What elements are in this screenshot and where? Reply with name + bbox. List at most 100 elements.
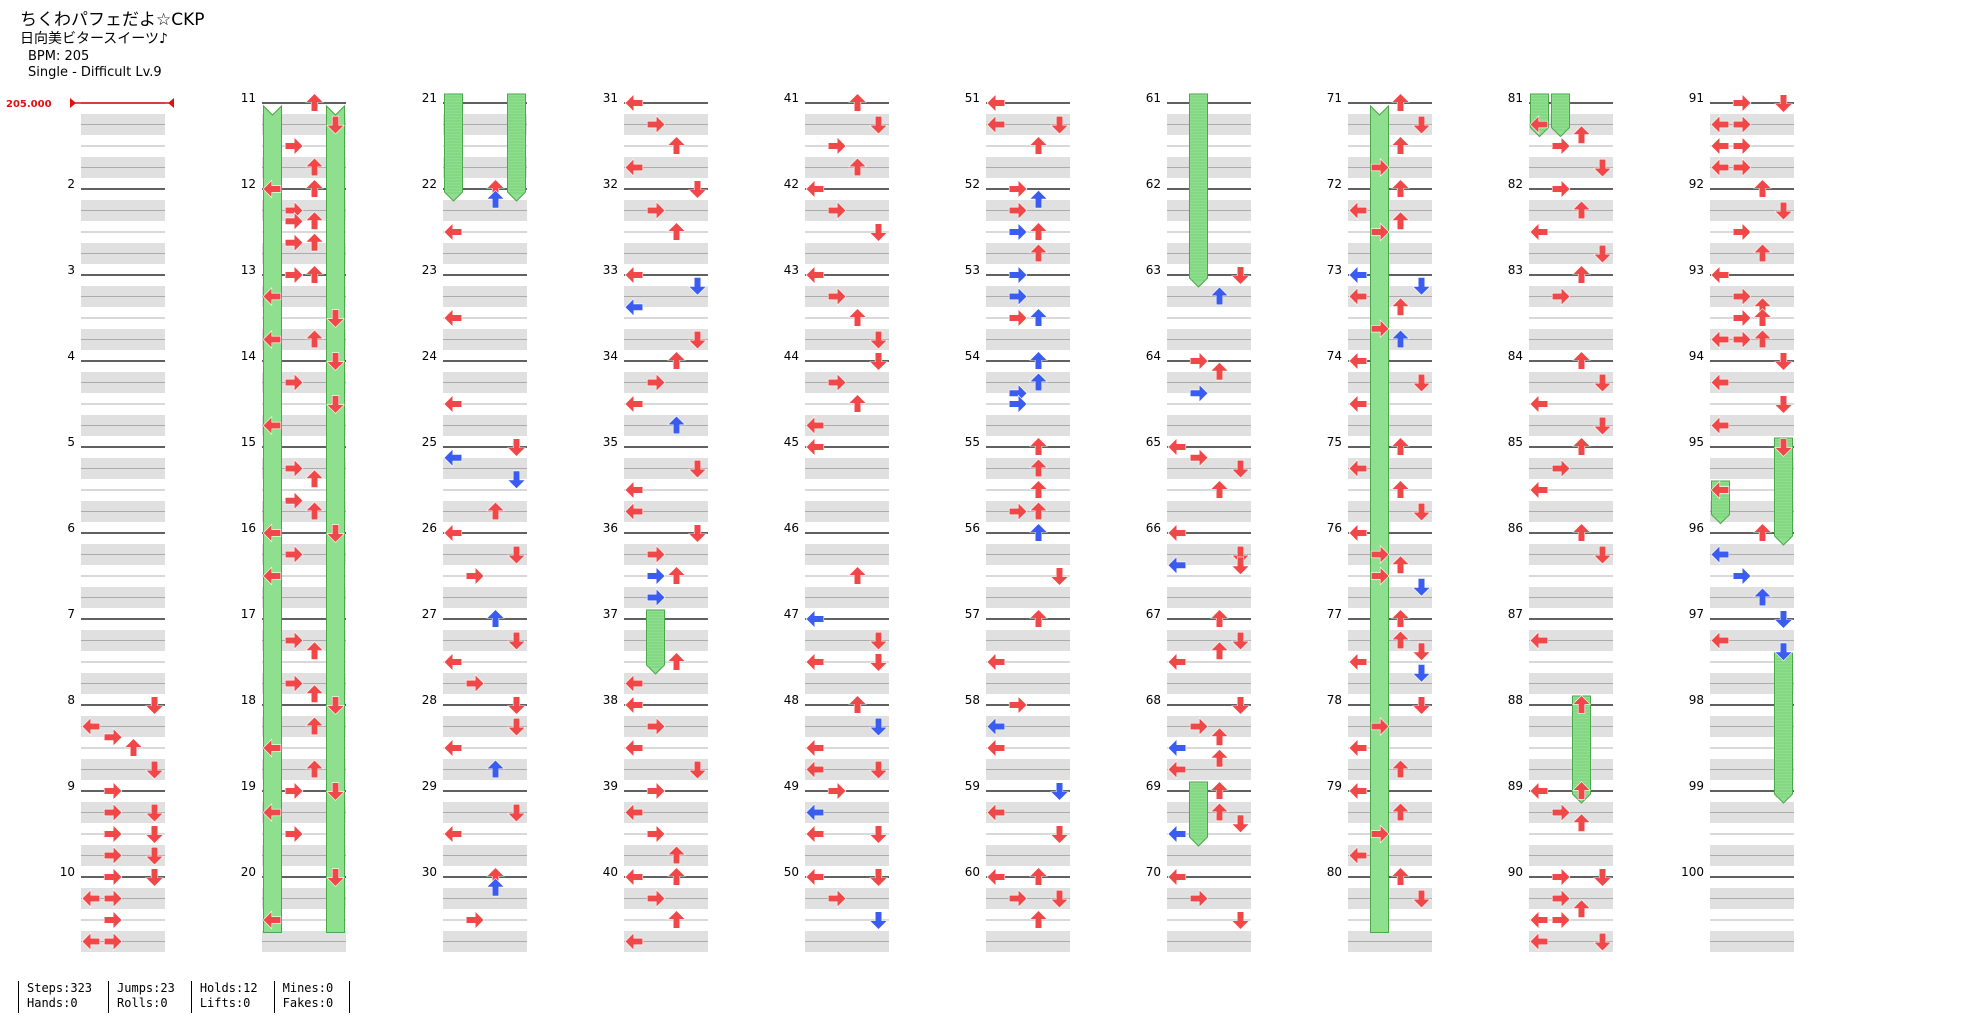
measure-number: 47	[784, 607, 799, 621]
arrow-right-icon	[1774, 352, 1793, 371]
measure-block: 53	[965, 263, 1070, 350]
arrow-left-icon	[1710, 136, 1730, 156]
arrow-down-icon	[1370, 158, 1390, 177]
arrow-left-icon	[986, 115, 1006, 134]
measure-block: 85	[1508, 435, 1613, 522]
measure-number: 89	[1508, 779, 1523, 793]
arrow-down-icon	[646, 717, 666, 736]
arrow-up-icon	[1572, 437, 1591, 456]
arrow-right-icon	[1050, 115, 1069, 135]
measure-number: 90	[1508, 865, 1523, 879]
arrow-left-icon	[262, 416, 282, 435]
measure-block: 9	[67, 779, 165, 866]
measure-number: 84	[1508, 349, 1523, 363]
measure-number: 46	[784, 521, 799, 535]
arrow-down-icon	[103, 781, 123, 801]
measure-block: 99	[1689, 779, 1794, 866]
arrow-up-icon	[1029, 372, 1048, 392]
arrow-right-icon	[869, 653, 888, 672]
arrow-right-icon	[326, 309, 345, 328]
arrow-down-icon	[284, 459, 304, 478]
arrow-up-icon	[667, 566, 686, 585]
arrow-up-icon	[848, 566, 867, 585]
measure-block: 91	[1689, 91, 1794, 178]
arrow-down-icon	[465, 674, 485, 693]
arrow-left-icon	[1348, 287, 1368, 306]
arrow-down-icon	[103, 824, 123, 844]
measure-number: 87	[1508, 607, 1523, 621]
measure-block: 80	[1327, 865, 1432, 952]
arrow-left-icon	[986, 652, 1006, 672]
measure-block: 4	[67, 349, 165, 436]
hold-note	[326, 104, 345, 933]
arrow-right-icon	[1412, 373, 1431, 393]
measure-number: 12	[241, 177, 256, 191]
arrow-left-icon	[1348, 846, 1368, 865]
arrow-left-icon	[1167, 555, 1187, 575]
measure-block: 40	[603, 865, 708, 952]
hold-note	[1530, 93, 1549, 138]
song-header: ちくわパフェだよ☆CKP 日向美ビタースイーツ♪ BPM: 205 Single…	[20, 10, 205, 81]
measure-number: 98	[1689, 693, 1704, 707]
measure-block: 41	[784, 91, 889, 178]
arrow-right-icon	[688, 330, 707, 350]
measure-block: 77	[1327, 607, 1432, 694]
measure-block: 23	[422, 263, 527, 350]
arrow-right-icon	[1412, 664, 1431, 683]
measure-number: 28	[422, 693, 437, 707]
hold-note	[507, 93, 526, 202]
measure-block: 42	[784, 177, 889, 264]
arrow-right-icon	[1593, 868, 1612, 887]
measure-number: 31	[603, 91, 618, 105]
arrow-left-icon	[805, 265, 825, 285]
measure-number: 97	[1689, 607, 1704, 621]
measure-block: 89	[1508, 779, 1613, 866]
measure-number: 43	[784, 263, 799, 277]
arrow-up-icon	[1572, 781, 1591, 800]
measure-number: 14	[241, 349, 256, 363]
measure-block: 35	[603, 435, 708, 522]
measure-number: 59	[965, 779, 980, 793]
measure-block: 12	[241, 177, 346, 264]
measure-number: 19	[241, 779, 256, 793]
arrow-left-icon	[1529, 781, 1549, 801]
arrow-left-icon	[805, 652, 825, 672]
arrow-right-icon	[688, 760, 707, 780]
measure-number: 8	[67, 693, 75, 707]
arrow-left-icon	[443, 824, 463, 844]
arrow-down-icon	[646, 889, 666, 908]
arrow-left-icon	[624, 932, 644, 951]
arrow-left-icon	[1348, 201, 1368, 220]
arrow-right-icon	[326, 696, 345, 715]
measure-number: 52	[965, 177, 980, 191]
arrow-left-icon	[805, 437, 825, 457]
arrow-right-icon	[326, 782, 345, 801]
arrow-left-icon	[624, 93, 644, 113]
measure-number: 80	[1327, 865, 1342, 879]
arrow-right-icon	[869, 911, 888, 930]
arrow-right-icon	[869, 631, 888, 651]
stat-steps: Steps:323	[27, 981, 93, 995]
measure-number: 2	[67, 177, 75, 191]
arrow-left-icon	[262, 566, 282, 586]
arrow-up-icon	[305, 684, 324, 703]
measure-block: 57	[965, 607, 1070, 694]
arrow-left-icon	[81, 932, 101, 951]
arrow-down-icon	[1008, 201, 1028, 220]
hold-note	[1774, 652, 1793, 804]
arrow-left-icon	[262, 738, 282, 758]
stat-hands: Hands:0	[27, 996, 78, 1010]
measure-block: 46	[784, 521, 889, 608]
measure-number: 6	[67, 521, 75, 535]
arrow-up-icon	[1753, 179, 1772, 198]
arrow-right-icon	[1412, 277, 1431, 296]
arrow-up-icon	[1210, 361, 1229, 381]
arrow-up-icon	[667, 652, 686, 671]
hold-note	[1189, 93, 1208, 288]
measure-block: 52	[965, 177, 1070, 264]
measure-number: 56	[965, 521, 980, 535]
measure-number: 16	[241, 521, 256, 535]
measure-block: 48	[784, 693, 889, 780]
arrow-up-icon	[124, 738, 143, 757]
arrow-up-icon	[848, 308, 867, 327]
